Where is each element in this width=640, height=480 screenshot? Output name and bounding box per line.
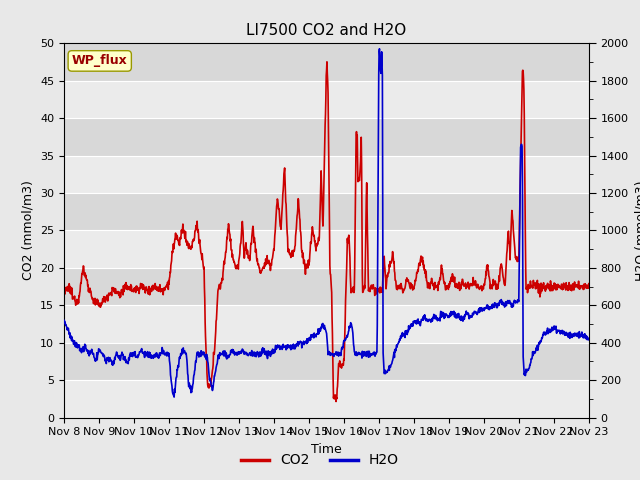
Bar bbox=[64, 193, 589, 230]
Bar bbox=[64, 268, 589, 305]
Bar bbox=[64, 305, 589, 343]
Y-axis label: CO2 (mmol/m3): CO2 (mmol/m3) bbox=[22, 180, 35, 280]
X-axis label: Time: Time bbox=[311, 443, 342, 456]
Bar bbox=[64, 343, 589, 380]
Text: WP_flux: WP_flux bbox=[72, 54, 127, 67]
Bar bbox=[64, 81, 589, 118]
Bar bbox=[64, 380, 589, 418]
Bar bbox=[64, 156, 589, 193]
Bar bbox=[64, 118, 589, 156]
Bar bbox=[64, 230, 589, 268]
Legend: CO2, H2O: CO2, H2O bbox=[236, 448, 404, 473]
Title: LI7500 CO2 and H2O: LI7500 CO2 and H2O bbox=[246, 23, 406, 38]
Bar bbox=[64, 43, 589, 81]
Y-axis label: H2O (mmol/m3): H2O (mmol/m3) bbox=[634, 180, 640, 281]
